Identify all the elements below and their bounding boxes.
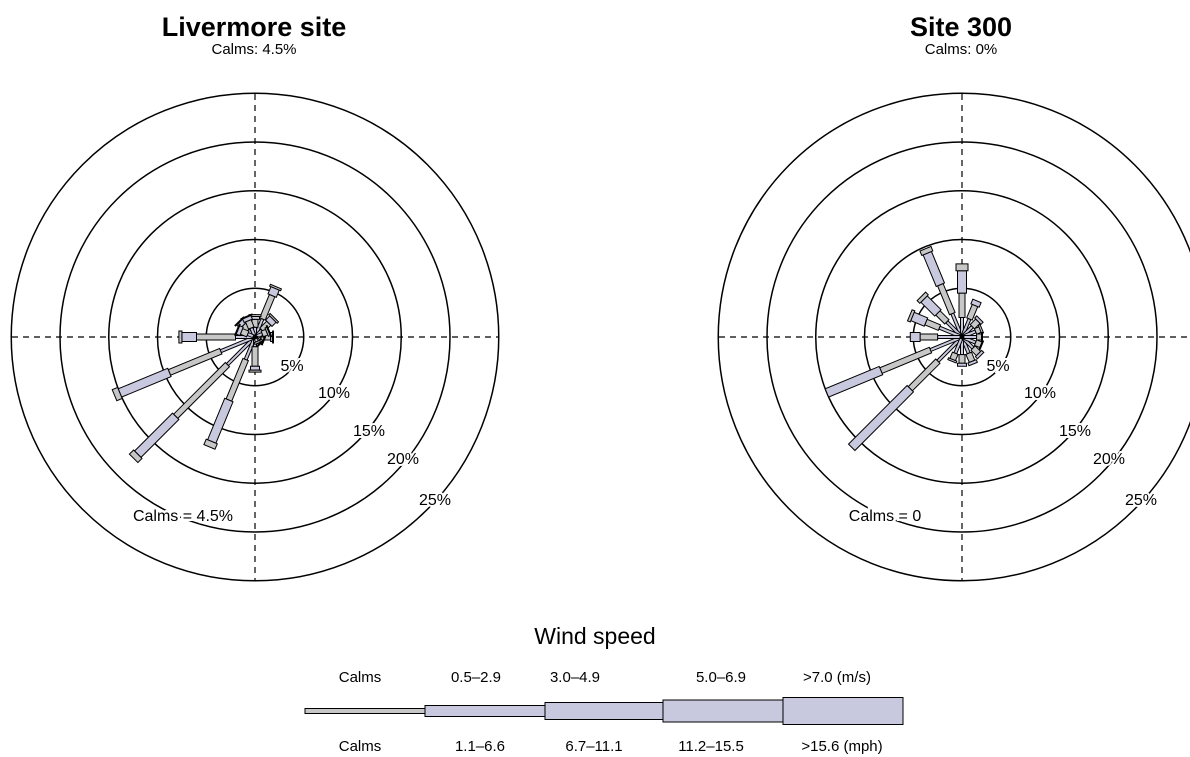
legend-bar-1 [424,705,546,717]
petal-dir-135-speed-2 [256,338,266,348]
center-point [959,334,965,340]
petal-dir-157.5-speed-1 [253,339,262,346]
livermore-chart-subtitle: Calms: 4.5% [211,41,297,58]
petal-dir-225-speed-2 [133,412,180,459]
petal-dir-247.5-speed-1 [879,346,933,375]
livermore-chart-title: Livermore site [161,12,347,42]
calms-label: Calms = 4.5% [133,508,233,525]
petal-dir-270-speed-2 [181,332,197,342]
petal-dir-22.5-speed-2 [970,298,982,308]
ring-label: 10% [318,385,350,402]
legend-ms-label: 0.5–2.9 [450,669,502,686]
ring-label: 5% [986,358,1009,375]
petal-dir-225-speed-3 [128,449,143,464]
petal-dir-0-speed-1 [958,292,966,318]
petal-dir-292.5-speed-3 [906,309,916,323]
petal-dir-202.5-speed-2 [206,397,234,444]
legend-mph-label: 11.2–15.5 [678,738,744,755]
petal-dir-45-speed-2 [974,315,984,325]
petal-dir-67.5-speed-3 [265,324,273,338]
legend-ms-label: 5.0–6.9 [695,669,747,686]
legend-bars [304,697,904,725]
legend-bar-2 [544,702,664,720]
petal-dir-22.5-speed-3 [268,283,283,292]
petals [111,283,283,464]
calms-label: Calms = 0 [849,508,922,525]
ring-label: 10% [1024,385,1056,402]
ring-label: 15% [1059,423,1091,440]
petal-dir-180-speed-1 [958,354,966,364]
site300-chart-title: Site 300 [909,12,1013,42]
legend-mph-label: 1.1–6.6 [454,738,506,755]
petal-dir-270-speed-1 [919,333,939,341]
petal-dir-337.5-speed-3 [240,313,253,321]
ring-label: 20% [1093,451,1125,468]
legend-title: Wind speed [534,623,656,649]
petal-dir-247.5-speed-2 [824,365,884,398]
petal-dir-337.5-speed-2 [922,250,946,288]
petal-dir-270-speed-0 [937,335,963,339]
petal-dir-225-speed-1 [907,358,941,392]
legend-ms-label: 3.0–4.9 [549,669,601,686]
site300-chart-subtitle: Calms: 0% [924,41,998,58]
petal-dir-112.5-speed-2 [978,340,985,351]
legend-bar-4 [782,697,904,725]
center-point [252,334,258,340]
petal-dir-270-speed-2 [909,332,921,342]
petal-dir-90-speed-2 [981,332,983,342]
petal-dir-225-speed-2 [847,384,915,452]
petal-dir-0-speed-3 [955,263,969,272]
ring-label: 20% [387,451,419,468]
ring-25pct [10,92,500,582]
ring-label: 25% [419,492,451,509]
legend-ms-label: Calms [338,669,382,686]
petal-dir-292.5-speed-1 [924,318,942,332]
ring-label: 25% [1125,492,1157,509]
petal-dir-292.5-speed-3 [234,323,241,337]
petal-dir-247.5-speed-2 [117,367,172,398]
petal-dir-90-speed-3 [272,330,274,344]
ring-25pct [717,92,1190,582]
petal-dir-180-speed-2 [957,362,967,367]
petal-dir-337.5-speed-3 [919,245,934,257]
legend-mph-label: 6.7–11.1 [565,738,623,755]
petal-dir-180-speed-3 [248,369,262,373]
petal-dir-180-speed-1 [251,346,259,367]
legend-mph-label: Calms [338,738,382,755]
livermore-wind-rose: 5% 10% 15%20% 25% Calms = 4.5% [10,92,500,582]
petal-dir-135-speed-2 [974,349,985,360]
petal-dir-202.5-speed-3 [203,438,218,450]
legend-mph-label: >15.6 (mph) [801,738,883,755]
ring-label: 15% [353,423,385,440]
petals [824,245,985,452]
petal-dir-247.5-speed-3 [111,386,123,402]
petal-dir-270-speed-1 [196,333,236,341]
petal-dir-45-speed-3 [267,312,280,325]
petal-dir-157.5-speed-2 [967,358,979,367]
site300-wind-rose: 5% 10% 15%20% 25% Calms = 0 [717,92,1190,582]
petal-dir-90-speed-1 [976,333,982,341]
legend-bar-0 [304,708,426,714]
petal-dir-315-speed-3 [916,291,930,305]
petal-dir-202.5-speed-2 [947,357,958,364]
legend-bar-3 [662,699,784,723]
ring-label: 5% [280,358,303,375]
petal-dir-270-speed-3 [178,330,183,344]
petal-dir-180-speed-2 [250,365,260,371]
legend-ms-label: >7.0 (m/s) [803,669,871,686]
petal-dir-0-speed-2 [957,270,967,294]
